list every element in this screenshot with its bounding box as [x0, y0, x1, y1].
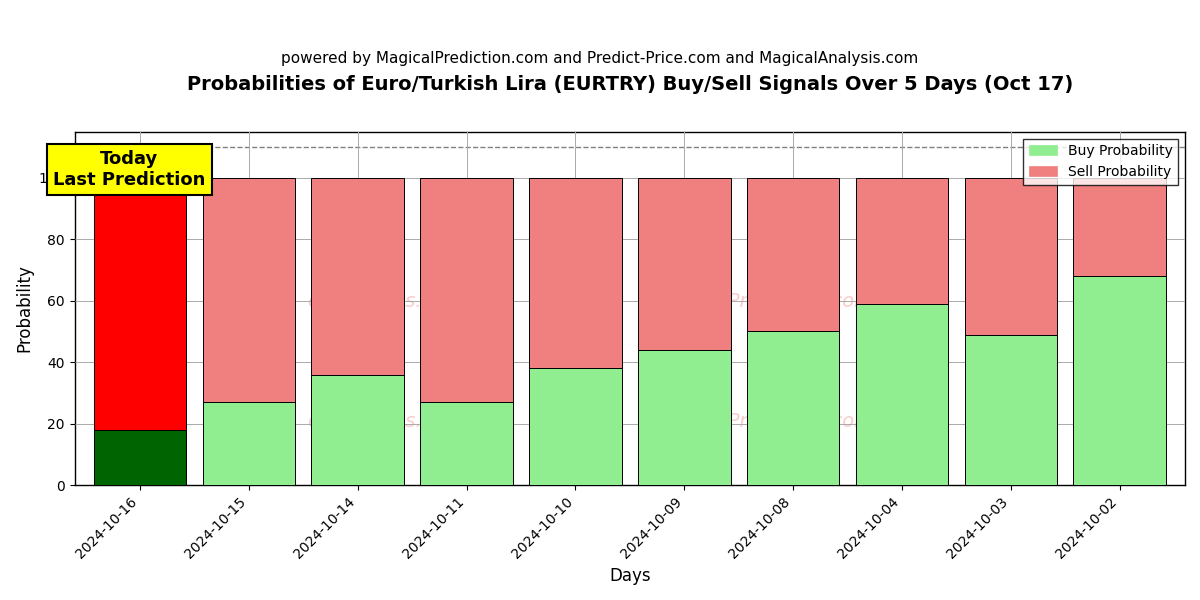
Bar [529, 178, 622, 368]
Bar [203, 402, 295, 485]
Bar [638, 178, 731, 350]
Legend: Buy Probability, Sell Probability: Buy Probability, Sell Probability [1024, 139, 1178, 185]
Text: Today
Last Prediction: Today Last Prediction [53, 150, 205, 189]
Text: powered by MagicalPrediction.com and Predict-Price.com and MagicalAnalysis.com: powered by MagicalPrediction.com and Pre… [281, 51, 919, 66]
Y-axis label: Probability: Probability [16, 265, 34, 352]
Bar [529, 368, 622, 485]
Text: MagicalPrediction.com: MagicalPrediction.com [653, 412, 874, 431]
Bar [420, 178, 512, 402]
Text: calAnalysis.com: calAnalysis.com [307, 412, 463, 431]
Bar [746, 178, 839, 331]
Bar [1074, 178, 1166, 276]
Bar [312, 374, 404, 485]
Bar [1074, 276, 1166, 485]
X-axis label: Days: Days [610, 567, 650, 585]
Bar [965, 178, 1057, 335]
Title: Probabilities of Euro/Turkish Lira (EURTRY) Buy/Sell Signals Over 5 Days (Oct 17: Probabilities of Euro/Turkish Lira (EURT… [187, 75, 1073, 94]
Bar [856, 178, 948, 304]
Bar [94, 430, 186, 485]
Text: calAnalysis.com: calAnalysis.com [307, 292, 463, 311]
Bar [203, 178, 295, 402]
Text: MagicalPrediction.com: MagicalPrediction.com [653, 292, 874, 311]
Bar [746, 331, 839, 485]
Bar [420, 402, 512, 485]
Bar [965, 335, 1057, 485]
Bar [94, 178, 186, 430]
Bar [638, 350, 731, 485]
Bar [856, 304, 948, 485]
Bar [312, 178, 404, 374]
